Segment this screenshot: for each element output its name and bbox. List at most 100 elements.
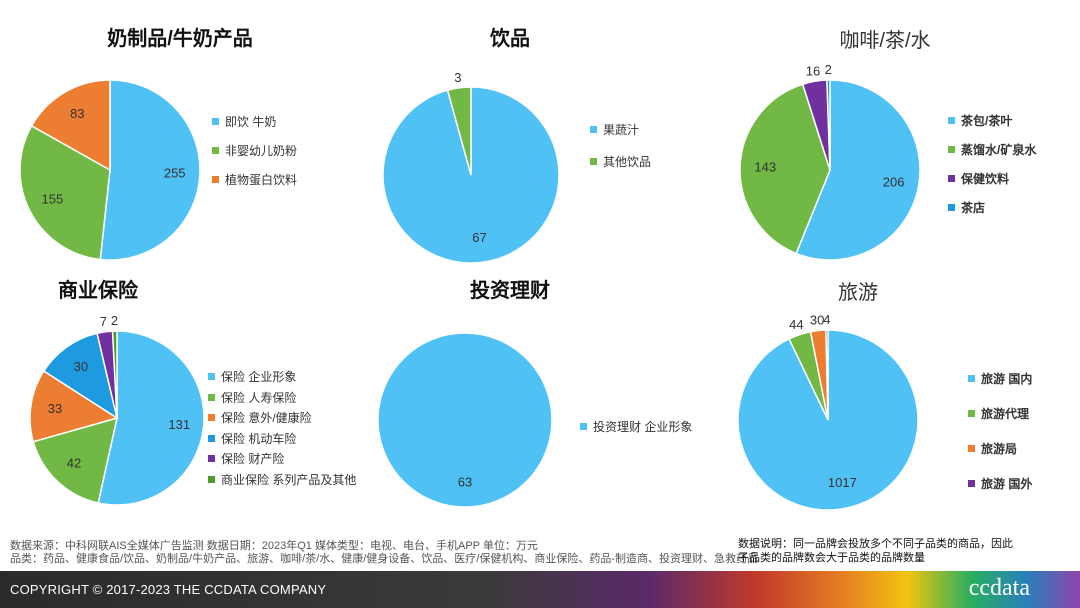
data-source-line: 数据来源：中科网联AIS全媒体广告监测 数据日期：2023年Q1 媒体类型：电视…: [10, 540, 538, 552]
chart-title: 饮品: [490, 28, 530, 50]
explanation-line-1: 数据说明：同一品牌会投放多个不同子品类的商品，因此: [738, 538, 1013, 550]
pie-chart-beverage: 67 3: [382, 70, 560, 264]
legend-label: 保健饮料: [961, 172, 1010, 186]
pie-slice-商业保险-系列产品及其他: [111, 330, 118, 419]
chart-title: 投资理财: [470, 280, 550, 302]
legend-swatch: [208, 475, 215, 483]
chart-panel-insurance: 商业保险 131 42 33 30 7 2 保险 企业形象 保险 人寿保险 保险 意外/健康险…: [0, 270, 360, 540]
legend-item: 其他饮品: [590, 153, 651, 170]
legend-swatch: [968, 445, 975, 452]
legend-swatch: [968, 410, 975, 417]
legend-item: 保险 人寿保险: [208, 389, 296, 406]
data-label: 83: [70, 106, 84, 121]
pie-slice-保险-人寿保险: [32, 416, 119, 504]
chart-title: 旅游: [838, 282, 878, 304]
data-label: 44: [789, 317, 803, 332]
chart-panel-beverage: 饮品 67 3 果蔬汁其他饮品: [330, 0, 690, 270]
legend-swatch: [208, 455, 215, 462]
legend-label: 旅游 国内: [981, 372, 1033, 386]
data-label: 16: [806, 63, 820, 78]
pie-slice-植物蛋白饮料: [30, 79, 111, 172]
legend-label: 旅游 国外: [981, 477, 1033, 491]
data-label: 63: [458, 475, 472, 490]
legend-swatch: [948, 204, 955, 211]
data-label: 42: [67, 456, 81, 471]
chart-title: 商业保险: [58, 280, 138, 302]
legend-swatch: [212, 176, 219, 183]
data-label: 2: [825, 62, 832, 77]
data-label: 3: [454, 70, 461, 85]
data-explanation-note: 数据说明：同一品牌会投放多个不同子品类的商品，因此 子品类的品牌数会大于品类的品…: [738, 537, 1013, 565]
legend-item: 非婴幼儿奶粉: [212, 142, 297, 159]
legend-item: 旅游 国外: [968, 475, 1032, 492]
legend-label: 蒸馏水/矿泉水: [961, 143, 1037, 157]
legend-swatch: [208, 393, 215, 401]
chart-panel-dairy: 奶制品/牛奶产品 255 155 83 即饮 牛奶非婴幼儿奶粉 植物蛋白饮料: [0, 0, 360, 270]
legend-item: 茶店: [948, 199, 985, 216]
pie-slice-非婴幼儿奶粉: [19, 124, 111, 261]
data-label: 155: [42, 192, 64, 207]
pie-slice-其他饮品: [446, 86, 472, 176]
legend-label: 茶店: [961, 201, 986, 215]
legend-label: 果蔬汁: [603, 123, 640, 137]
data-label: 206: [883, 174, 905, 189]
legend-item: 商业保险 系列产品及其他: [208, 471, 356, 488]
legend-item: 旅游 国内: [968, 370, 1032, 387]
pie-slice-蒸馏水/矿泉水: [739, 83, 831, 255]
data-label: 2: [111, 313, 118, 328]
chart-panel-coffee-tea-water: 咖啡/茶/水 206 143 16 2 茶包/茶叶蒸馏水/矿泉水 保健饮料茶店: [705, 0, 1065, 270]
pie-slice-投资理财-企业形象: [377, 332, 553, 508]
data-label: 33: [48, 401, 62, 416]
legend-label: 保险 财产险: [221, 452, 285, 466]
pie-chart-insurance: 131 42 33 30 7 2: [29, 313, 205, 506]
legend-item: 即饮 牛奶: [212, 113, 276, 130]
data-label: 143: [754, 160, 776, 175]
legend-item: 蒸馏水/矿泉水: [948, 141, 1036, 158]
copyright-text: COPYRIGHT © 2017-2023 THE CCDATA COMPANY: [10, 582, 327, 597]
legend-label: 非婴幼儿奶粉: [225, 144, 298, 158]
pie-slice-保险-企业形象: [97, 330, 205, 506]
legend-label: 保险 企业形象: [221, 370, 297, 384]
legend-swatch: [208, 373, 215, 380]
legend-swatch: [948, 117, 955, 124]
legend-swatch: [948, 146, 955, 153]
chart-title: 咖啡/茶/水: [839, 30, 931, 52]
data-label: 255: [164, 166, 186, 181]
pie-slice-茶包/茶叶: [795, 79, 921, 261]
pie-slice-保险-机动车险: [42, 332, 119, 420]
legend-label: 保险 意外/健康险: [221, 411, 312, 425]
legend-swatch: [212, 147, 219, 154]
legend-label: 投资理财 企业形象: [593, 420, 693, 434]
data-label: 30: [810, 313, 824, 328]
data-label: 67: [472, 230, 486, 245]
pie-slice-即饮-牛奶: [99, 79, 201, 261]
legend-label: 旅游局: [981, 442, 1018, 456]
legend-swatch: [968, 480, 975, 487]
legend-item: 旅游局: [968, 440, 1017, 457]
legend-label: 保险 人寿保险: [221, 390, 297, 405]
legend-label: 即饮 牛奶: [225, 115, 277, 129]
chart-title: 奶制品/牛奶产品: [107, 28, 253, 50]
data-label: 7: [100, 314, 107, 329]
legend-label: 商业保险 系列产品及其他: [221, 472, 357, 487]
legend-label: 植物蛋白饮料: [225, 173, 298, 187]
legend-swatch: [580, 423, 587, 430]
chart-panel-investment: 投资理财 63 投资理财 企业形象: [330, 270, 692, 540]
legend-item: 保险 财产险: [208, 450, 284, 467]
ccdata-logo: ccdata: [968, 575, 1030, 601]
data-source-note: 数据来源：中科网联AIS全媒体广告监测 数据日期：2023年Q1 媒体类型：电视…: [10, 540, 758, 566]
data-label: 4: [823, 312, 830, 327]
legend-swatch: [208, 434, 215, 442]
legend-label: 保险 机动车险: [221, 431, 297, 446]
legend-item: 投资理财 企业形象: [580, 418, 692, 435]
legend-swatch: [212, 118, 219, 125]
data-label: 30: [74, 359, 88, 374]
legend-swatch: [590, 158, 597, 165]
pie-chart-investment: 63: [377, 332, 553, 508]
category-line: 品类：药品、健康食品/饮品、奶制品/牛奶产品、旅游、咖啡/茶/水、健康/健身设备…: [10, 553, 758, 565]
legend-swatch: [590, 126, 597, 133]
legend-item: 茶包/茶叶: [948, 112, 1012, 129]
footer-bar: COPYRIGHT © 2017-2023 THE CCDATA COMPANY…: [0, 571, 1080, 608]
legend-label: 旅游代理: [981, 407, 1030, 421]
legend-item: 保险 意外/健康险: [208, 409, 312, 426]
